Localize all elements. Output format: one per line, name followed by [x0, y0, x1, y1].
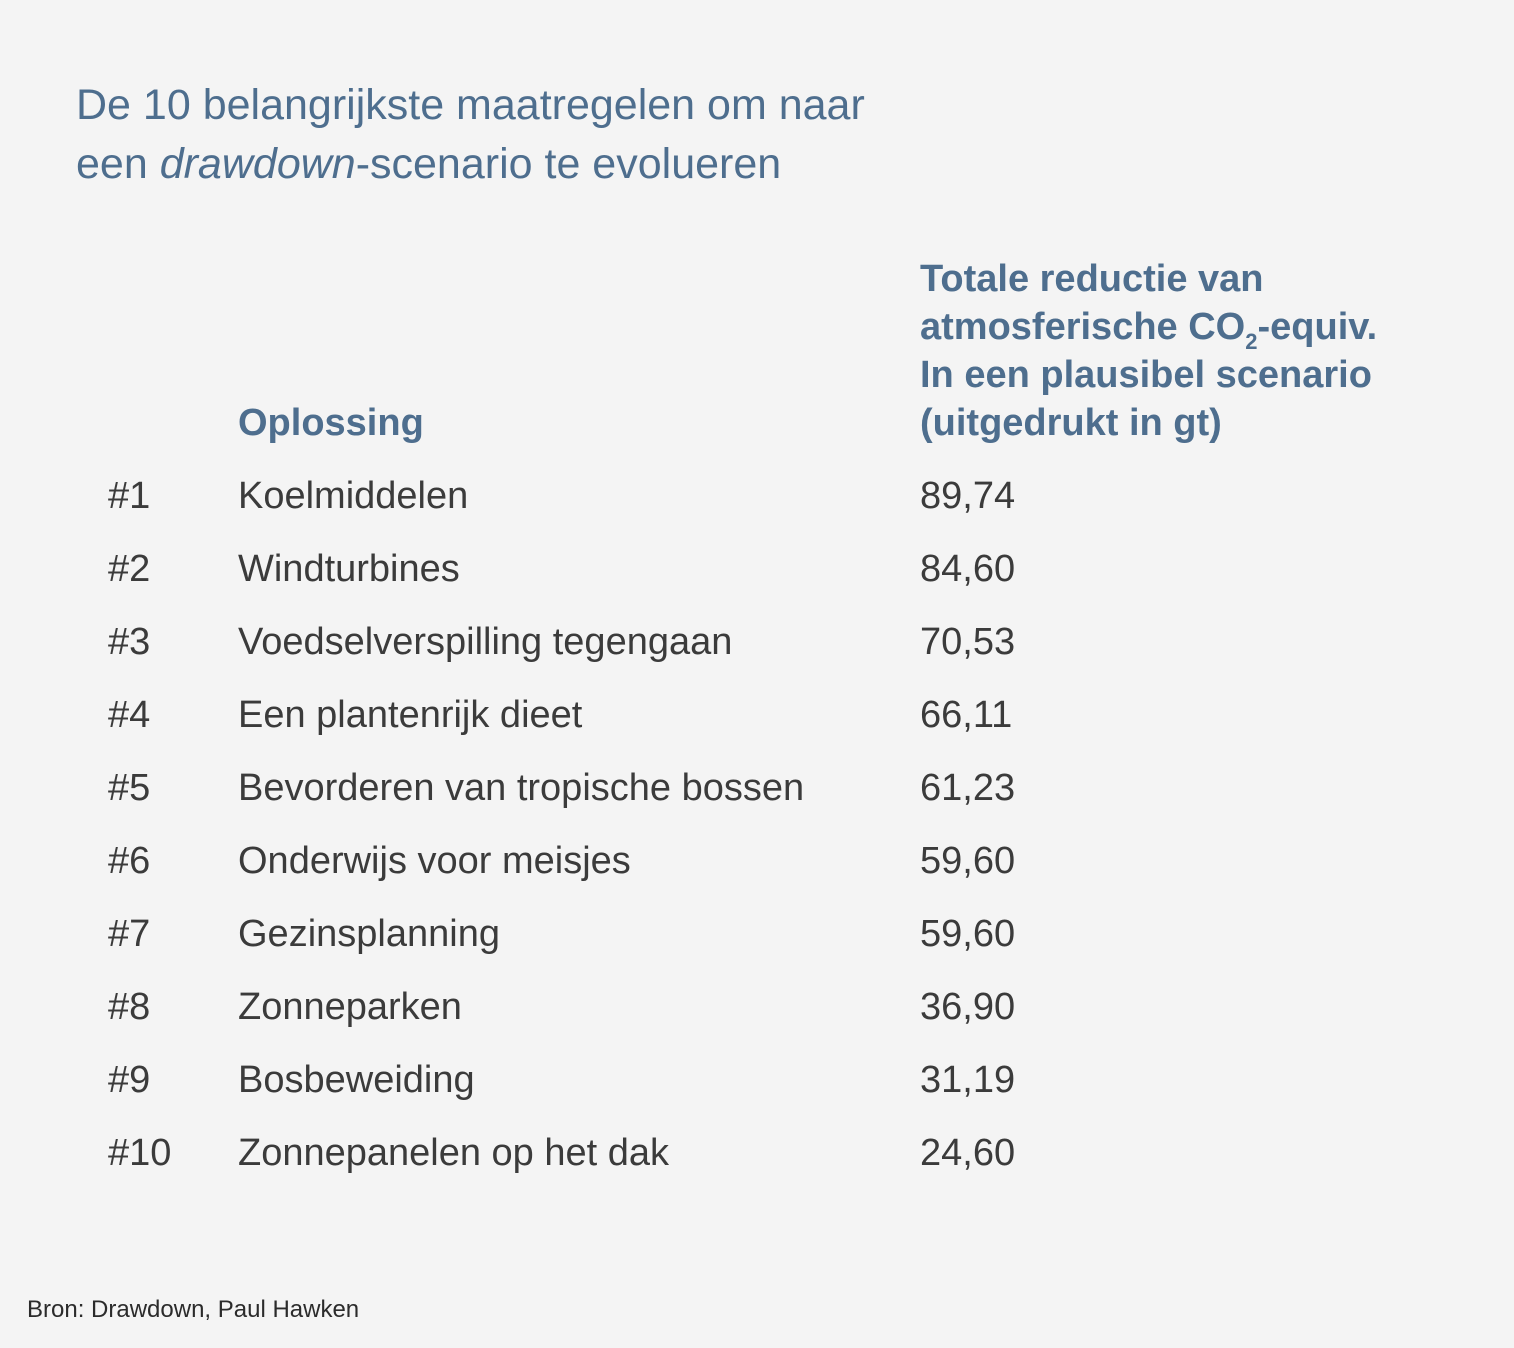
- column-header-value-line-3: In een plausibel scenario: [920, 354, 1372, 396]
- header-co2-prefix: atmosferische CO: [920, 306, 1246, 348]
- reduction-value-cell: 59,60: [920, 840, 1016, 882]
- rank-cell: #6: [108, 840, 151, 882]
- column-header-value-line-2: atmosferische CO2-equiv.: [920, 303, 1480, 354]
- table-row: #8 Zonneparken 36,90: [0, 971, 1514, 1044]
- header-co2-subscript: 2: [1245, 329, 1258, 354]
- title-line-2-emphasis: drawdown: [159, 140, 356, 188]
- solution-name-cell: Windturbines: [238, 548, 460, 590]
- title-line-1: De 10 belangrijkste maatregelen om naar: [76, 81, 865, 129]
- rank-cell: #10: [108, 1132, 172, 1174]
- table-row: #6 Onderwijs voor meisjes 59,60: [0, 825, 1514, 898]
- solution-name-cell: Bevorderen van tropische bossen: [238, 767, 805, 809]
- table-row: #4 Een plantenrijk dieet 66,11: [0, 679, 1514, 752]
- table-row: #2 Windturbines 84,60: [0, 533, 1514, 606]
- reduction-value-cell: 24,60: [920, 1132, 1016, 1174]
- reduction-value-cell: 70,53: [920, 621, 1016, 663]
- column-header-solution: Oplossing: [238, 402, 424, 444]
- solution-name-cell: Zonneparken: [238, 986, 462, 1028]
- title-line-2-prefix: een: [76, 140, 160, 188]
- solution-name-cell: Gezinsplanning: [238, 913, 500, 955]
- rank-cell: #3: [108, 621, 151, 663]
- page-title: De 10 belangrijkste maatregelen om naar …: [76, 76, 1076, 194]
- solution-name-cell: Een plantenrijk dieet: [238, 694, 583, 736]
- reduction-value-cell: 61,23: [920, 767, 1016, 809]
- reduction-value-cell: 36,90: [920, 986, 1016, 1028]
- column-header-value-line-4: (uitgedrukt in gt): [920, 402, 1222, 444]
- solution-name-cell: Koelmiddelen: [238, 475, 469, 517]
- solution-name-cell: Zonnepanelen op het dak: [238, 1132, 670, 1174]
- rank-cell: #9: [108, 1059, 151, 1101]
- solution-name-cell: Bosbeweiding: [238, 1059, 475, 1101]
- title-line-2-suffix: -scenario te evolueren: [355, 140, 782, 188]
- reduction-value-cell: 84,60: [920, 548, 1016, 590]
- reduction-value-cell: 59,60: [920, 913, 1016, 955]
- reduction-value-cell: 66,11: [920, 694, 1013, 736]
- solution-name-cell: Voedselverspilling tegengaan: [238, 621, 733, 663]
- solution-name-cell: Onderwijs voor meisjes: [238, 840, 631, 882]
- table-row: #10 Zonnepanelen op het dak 24,60: [0, 1117, 1514, 1190]
- rank-cell: #5: [108, 767, 151, 809]
- reduction-value-cell: 31,19: [920, 1059, 1016, 1101]
- reduction-value-cell: 89,74: [920, 475, 1016, 517]
- column-header-value: Totale reductie van atmosferische CO2-eq…: [920, 255, 1480, 447]
- table-row: #9 Bosbeweiding 31,19: [0, 1044, 1514, 1117]
- column-header-value-line-1: Totale reductie van: [920, 258, 1264, 300]
- source-note: Bron: Drawdown, Paul Hawken: [27, 1296, 360, 1323]
- rank-cell: #8: [108, 986, 151, 1028]
- table-row: #1 Koelmiddelen 89,74: [0, 460, 1514, 533]
- rank-cell: #1: [108, 475, 151, 517]
- table-row: #3 Voedselverspilling tegengaan 70,53: [0, 606, 1514, 679]
- table-row: #5 Bevorderen van tropische bossen 61,23: [0, 752, 1514, 825]
- rank-cell: #7: [108, 913, 151, 955]
- header-co2-suffix: -equiv.: [1257, 306, 1378, 348]
- table-row: #7 Gezinsplanning 59,60: [0, 898, 1514, 971]
- rank-cell: #4: [108, 694, 151, 736]
- solutions-table: #1 Koelmiddelen 89,74 #2 Windturbines 84,60 #3…: [0, 460, 1514, 1190]
- rank-cell: #2: [108, 548, 151, 590]
